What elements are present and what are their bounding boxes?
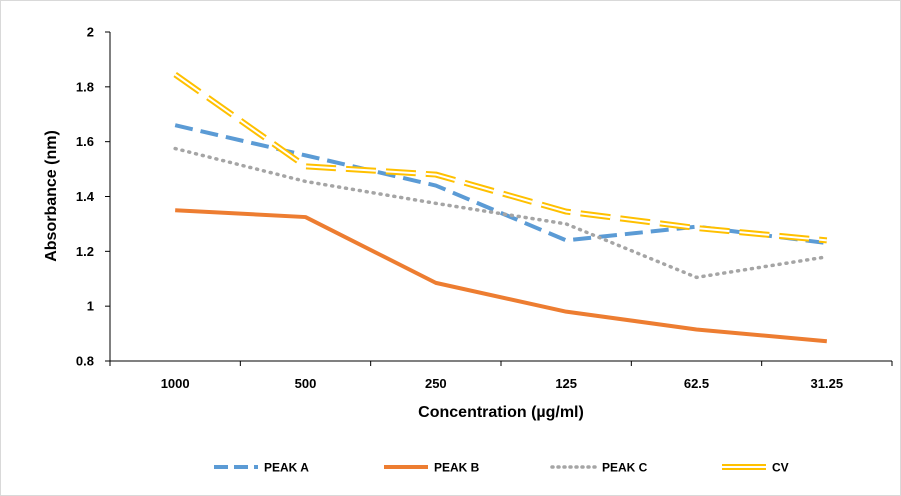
- x-tick-marks: [109, 361, 893, 366]
- x-tick-labels: 1000 500 250 125 62.5 31.25: [161, 376, 843, 391]
- legend-item-cv: CV: [722, 461, 789, 475]
- series-line-peak-a: [174, 123, 828, 246]
- y-tick-marks: [105, 31, 110, 362]
- legend-label: PEAK A: [264, 461, 309, 475]
- y-tick-label: 1: [87, 299, 94, 314]
- series-line-peak-b: [175, 208, 828, 344]
- x-tick-label: 125: [555, 376, 577, 391]
- series-line-peak-c: [173, 146, 829, 280]
- legend-label: PEAK B: [434, 461, 480, 475]
- y-tick-label: 0.8: [76, 354, 94, 369]
- series-line-cv-inner: [174, 73, 827, 242]
- legend-item-peak-b: PEAK B: [384, 461, 480, 475]
- y-tick-label: 1.2: [76, 244, 94, 259]
- x-axis-title: Concentration (µg/ml): [418, 404, 584, 421]
- x-tick-label: 1000: [161, 376, 190, 391]
- x-tick-label: 250: [425, 376, 447, 391]
- y-tick-label: 1.6: [76, 134, 94, 149]
- legend: PEAK A PEAK B PEAK C CV: [214, 461, 789, 475]
- y-tick-label: 1.8: [76, 79, 94, 94]
- x-tick-label: 31.25: [811, 376, 844, 391]
- x-tick-label: 500: [295, 376, 317, 391]
- y-axis-title: Absorbance (nm): [43, 130, 60, 262]
- y-tick-label: 2: [87, 25, 94, 40]
- x-tick-label: 62.5: [684, 376, 709, 391]
- legend-item-peak-c: PEAK C: [550, 461, 648, 475]
- legend-label: PEAK C: [602, 461, 648, 475]
- y-tick-labels: 0.8 1 1.2 1.4 1.6 1.8 2: [76, 25, 95, 369]
- legend-label: CV: [772, 461, 789, 475]
- legend-item-peak-a: PEAK A: [214, 461, 309, 475]
- series-lines: [173, 72, 829, 344]
- axes: [109, 32, 892, 362]
- y-tick-label: 1.4: [76, 189, 95, 204]
